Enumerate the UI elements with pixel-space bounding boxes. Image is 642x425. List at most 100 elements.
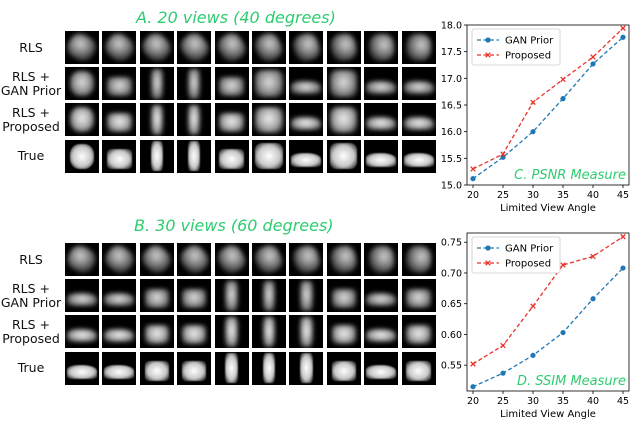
reconstruction-tile <box>177 315 212 349</box>
y-tick-label: 17.5 <box>441 47 462 58</box>
data-point <box>620 34 626 40</box>
reconstruction-tile <box>102 243 137 276</box>
reconstruction-tile <box>289 67 324 101</box>
data-point <box>590 61 596 67</box>
reconstruction-tile <box>214 315 249 349</box>
reconstruction-tile <box>139 243 174 276</box>
row-label: True <box>0 149 62 163</box>
reconstruction-tile <box>401 351 436 385</box>
reconstruction-tile <box>65 67 99 101</box>
data-point <box>530 129 536 135</box>
x-tick-label: 40 <box>587 396 599 407</box>
marker-stroke <box>500 342 506 349</box>
y-tick-label: 16.5 <box>441 101 462 112</box>
row-label-line: GAN Prior <box>0 82 62 98</box>
reconstruction-tile <box>65 351 99 385</box>
data-point <box>470 166 476 172</box>
y-tick-label: 17.0 <box>441 74 462 85</box>
reconstruction-tile <box>214 243 249 276</box>
x-tick-label: 30 <box>527 190 539 201</box>
legend-marker <box>485 245 491 251</box>
reconstruction-tile <box>401 103 436 137</box>
reconstruction-tile <box>364 315 399 349</box>
data-point <box>530 99 536 106</box>
panel-b-title: B. 30 views (60 degrees) <box>134 216 334 235</box>
reconstruction-tile <box>289 243 324 276</box>
reconstruction-tile <box>326 31 361 64</box>
marker-stroke <box>560 76 566 83</box>
series-line-proposed <box>472 236 624 365</box>
ssim-chart: 20 25 30 35 40 45 0.55 0.60 0.65 0.70 0.75 Limited … <box>441 232 630 420</box>
marker-stroke <box>590 253 596 260</box>
reconstruction-tile <box>139 315 174 349</box>
reconstruction-tile <box>252 351 286 385</box>
data-point <box>470 176 476 182</box>
reconstruction-tile <box>139 67 174 101</box>
series-line-proposed <box>472 27 624 170</box>
reconstruction-tile <box>177 243 212 276</box>
legend-marker <box>485 37 491 43</box>
row-label: RLS + GAN Prior <box>0 68 62 98</box>
row-label: True <box>0 361 62 375</box>
data-point <box>560 262 566 268</box>
reconstruction-tile <box>65 31 99 64</box>
legend-label: GAN Prior <box>505 36 554 47</box>
y-tick-label: 0.75 <box>441 238 462 249</box>
row-label: RLS + Proposed <box>0 105 62 134</box>
reconstruction-tile <box>364 351 399 385</box>
y-tick-label: 15.5 <box>441 154 462 165</box>
row-label-line: RLS <box>19 251 43 267</box>
reconstruction-tile <box>177 351 212 385</box>
reconstruction-tile <box>289 315 324 349</box>
x-tick-label: 45 <box>617 396 629 407</box>
reconstruction-tile <box>326 103 361 137</box>
y-tick-label: 18.0 <box>441 21 462 32</box>
reconstruction-tile <box>65 103 99 137</box>
data-point <box>560 329 566 336</box>
x-axis-label: Limited View Angle <box>500 203 596 214</box>
reconstruction-tile <box>214 31 249 64</box>
panel-b-image-grid <box>65 243 437 386</box>
data-point <box>560 96 566 102</box>
data-point <box>500 370 506 376</box>
reconstruction-tile <box>289 279 324 313</box>
row-label-line: GAN Prior <box>0 294 62 310</box>
reconstruction-tile <box>214 351 249 385</box>
x-tick-label: 35 <box>557 190 569 201</box>
reconstruction-tile <box>139 351 174 385</box>
reconstruction-tile <box>177 279 212 313</box>
row-label-line: RLS + <box>11 68 51 84</box>
data-point <box>590 296 596 302</box>
reconstruction-tile <box>139 139 174 173</box>
row-label-line: True <box>17 360 45 376</box>
legend-marker <box>485 260 491 266</box>
reconstruction-tile <box>326 315 361 349</box>
marker-stroke <box>620 25 626 31</box>
x-axis-label: Limited View Angle <box>500 409 596 420</box>
marker-stroke <box>530 303 536 309</box>
row-label-line: Proposed <box>2 118 60 134</box>
reconstruction-tile <box>364 243 399 276</box>
reconstruction-tile <box>289 31 324 64</box>
reconstruction-tile <box>326 67 361 101</box>
x-tick-label: 25 <box>497 396 509 407</box>
legend: GAN Prior Proposed <box>471 28 561 66</box>
reconstruction-tile <box>177 103 212 137</box>
y-tick-label: 0.70 <box>441 268 462 279</box>
data-point <box>620 25 626 31</box>
reconstruction-tile <box>364 279 399 313</box>
reconstruction-tile <box>401 67 436 101</box>
panel-a-image-grid <box>65 31 437 174</box>
reconstruction-tile <box>289 103 324 137</box>
legend: GAN Prior Proposed <box>471 236 561 274</box>
reconstruction-tile <box>252 31 286 64</box>
reconstruction-tile <box>252 279 286 313</box>
reconstruction-tile <box>364 139 399 173</box>
reconstruction-tile <box>102 279 137 313</box>
legend-box <box>471 28 561 66</box>
legend-label: Proposed <box>505 51 551 62</box>
reconstruction-tile <box>139 31 174 64</box>
y-tick-label: 16.0 <box>441 127 462 138</box>
reconstruction-tile <box>289 351 324 385</box>
x-tick-label: 20 <box>467 190 479 201</box>
